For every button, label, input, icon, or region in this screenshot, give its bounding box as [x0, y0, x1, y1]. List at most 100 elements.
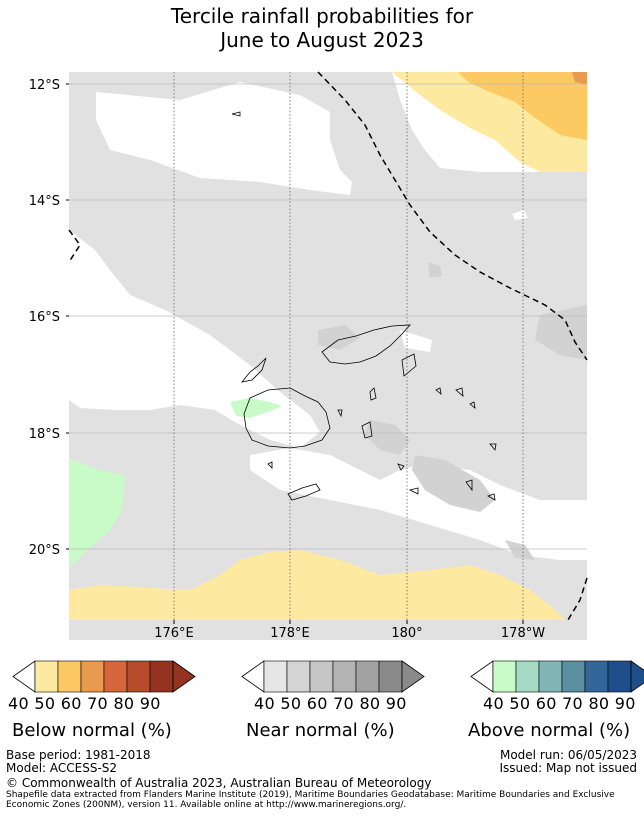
lon-label-176e: 176°E	[154, 626, 194, 641]
below-colorbar-box-60	[80, 660, 105, 693]
island-vanua-levu	[321, 324, 411, 365]
source-line-2: Economic Zones (200NM), version 11. Avai…	[6, 800, 407, 810]
below-normal-60-region-north	[572, 72, 587, 85]
near-colorbar-box-50	[286, 660, 311, 693]
eez-boundary-east	[317, 71, 588, 361]
near-normal-darker-patch	[428, 262, 442, 278]
lon-label-180: 180°	[391, 626, 422, 641]
lat-label-18s: 18°S	[29, 427, 60, 442]
eez-boundary-west	[68, 229, 81, 263]
eez-boundary-south	[567, 577, 588, 621]
near-normal-darker-patch	[318, 325, 360, 350]
island-yasawa	[241, 357, 267, 383]
island-lau-1	[435, 387, 442, 395]
copyright: © Commonwealth of Australia 2023, Austra…	[6, 776, 432, 790]
below-colorbar-box-70	[103, 660, 128, 693]
island-small-1	[267, 461, 273, 469]
colorbar-below-ticks: 40 50 60 70 80 90	[8, 694, 161, 713]
below-colorbar-box-40	[34, 660, 59, 693]
near-normal-darker-patch	[412, 455, 495, 512]
near-normal-darker-patch	[365, 420, 410, 455]
lat-label-14s: 14°S	[29, 194, 60, 209]
island-lau-2	[455, 387, 464, 397]
near-normal-hole	[400, 330, 432, 352]
tick-80: 80	[359, 694, 381, 713]
below-normal-50-region-north	[458, 72, 587, 140]
graticule	[69, 83, 587, 550]
near-normal-region	[69, 72, 587, 640]
tick-40: 40	[8, 694, 29, 713]
issued-status: Issued: Map not issued	[499, 761, 637, 775]
near-colorbar-box-90	[378, 660, 403, 693]
above-colorbar-box-40	[492, 660, 517, 693]
tick-90: 90	[614, 694, 636, 713]
above-normal-40-region-west	[69, 458, 125, 568]
lat-ticks	[66, 83, 69, 550]
tick-60: 60	[306, 694, 328, 713]
above-colorbar-box-60	[538, 660, 563, 693]
base-period: Base period: 1981-2018	[6, 748, 151, 762]
source-line-1: Shapefile data extracted from Flanders M…	[6, 790, 615, 800]
near-lower-extend-triangle	[241, 660, 265, 693]
fiji-islands	[231, 111, 497, 501]
island-taveuni	[401, 353, 417, 377]
above-upper-extend-triangle	[630, 660, 644, 693]
below-colorbar-box-80	[126, 660, 151, 693]
island-koro	[369, 387, 377, 401]
colorbar-below-normal	[12, 660, 196, 693]
meridians	[173, 72, 524, 620]
below-colorbar-box-90	[149, 660, 174, 693]
below-normal-40-region-south	[69, 550, 565, 620]
island-viti-levu	[243, 387, 331, 449]
map-title-line-2: June to August 2023	[220, 28, 424, 52]
colorbar-above-normal	[470, 660, 644, 693]
tick-50: 50	[34, 694, 56, 713]
tick-50: 50	[280, 694, 302, 713]
near-normal-darker-patch	[535, 305, 587, 360]
above-lower-extend-triangle	[470, 660, 494, 693]
island-lau-7	[408, 487, 419, 495]
near-normal-hole	[512, 210, 528, 220]
above-colorbar-box-90	[607, 660, 632, 693]
island-lau-3	[469, 401, 476, 409]
tick-60: 60	[535, 694, 557, 713]
island-gau	[361, 421, 373, 439]
below-colorbar-box-50	[57, 660, 82, 693]
tick-70: 70	[562, 694, 584, 713]
lat-label-16s: 16°S	[29, 310, 60, 325]
colorbar-near-normal	[241, 660, 425, 693]
tick-80: 80	[588, 694, 610, 713]
island-small-3	[397, 463, 405, 471]
near-colorbar-box-60	[309, 660, 334, 693]
near-colorbar-box-40	[263, 660, 288, 693]
tick-90: 90	[385, 694, 407, 713]
model-name: Model: ACCESS-S2	[6, 761, 118, 775]
island-small-2	[337, 409, 343, 418]
tick-50: 50	[509, 694, 531, 713]
above-normal-40-region-viti-levu	[230, 398, 282, 418]
above-colorbar-box-80	[584, 660, 609, 693]
tick-70: 70	[333, 694, 355, 713]
model-run: Model run: 06/05/2023	[499, 748, 637, 762]
colorbar-above-title: Above normal (%)	[468, 720, 631, 741]
below-upper-extend-triangle	[172, 660, 196, 693]
tick-40: 40	[483, 694, 504, 713]
colorbar-above-ticks: 40 50 60 70 80 90	[483, 694, 636, 713]
colorbar-near-ticks: 40 50 60 70 80 90	[254, 694, 407, 713]
lat-label-12s: 12°S	[29, 78, 60, 93]
eez-boundary	[68, 71, 588, 621]
island-rotuma	[231, 111, 241, 117]
island-lau-6	[487, 493, 496, 501]
above-colorbar-box-50	[515, 660, 540, 693]
tick-90: 90	[139, 694, 161, 713]
island-lau-4	[489, 443, 497, 451]
above-colorbar-box-70	[561, 660, 586, 693]
near-colorbar-box-70	[332, 660, 357, 693]
below-lower-extend-triangle	[12, 660, 36, 693]
island-lau-5	[465, 479, 473, 492]
near-colorbar-box-80	[355, 660, 380, 693]
lon-label-178e: 178°E	[270, 626, 310, 641]
near-upper-extend-triangle	[401, 660, 425, 693]
lon-ticks	[173, 620, 524, 624]
